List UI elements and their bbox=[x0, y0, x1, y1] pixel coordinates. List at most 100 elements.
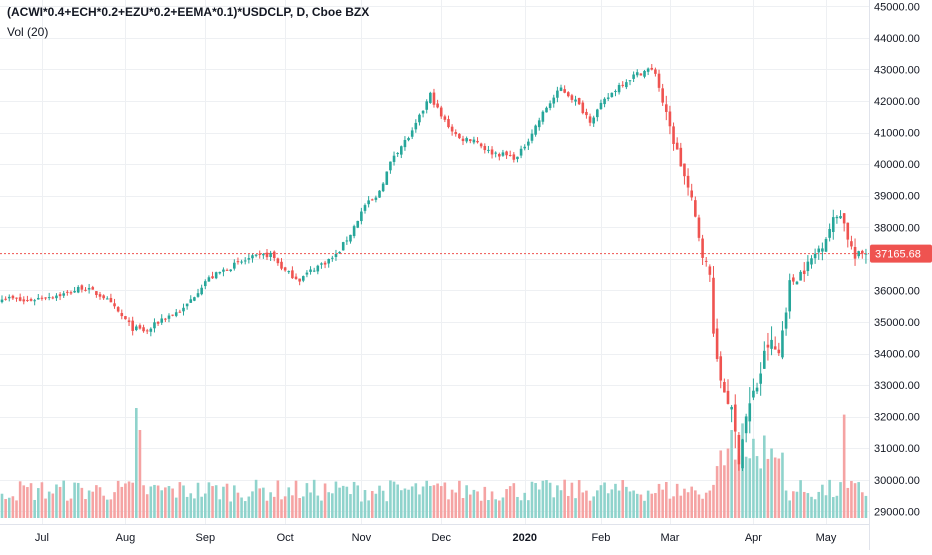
volume-bar bbox=[654, 493, 657, 518]
candle bbox=[501, 149, 505, 157]
candle bbox=[559, 84, 563, 92]
volume-bar bbox=[22, 485, 26, 518]
candle bbox=[352, 224, 356, 239]
candle bbox=[763, 341, 766, 369]
volume-bar bbox=[280, 499, 283, 518]
candle bbox=[744, 413, 748, 443]
candle bbox=[283, 266, 287, 272]
candle bbox=[76, 285, 80, 294]
candle bbox=[218, 271, 222, 275]
volume-bar bbox=[421, 486, 425, 518]
volume-bar bbox=[124, 483, 127, 518]
candle bbox=[160, 314, 164, 325]
volume-bar bbox=[559, 490, 563, 518]
candle bbox=[617, 82, 621, 95]
volume-bar bbox=[458, 480, 461, 518]
volume-bar bbox=[813, 499, 817, 518]
volume-bar bbox=[788, 500, 792, 518]
candle bbox=[262, 252, 265, 259]
volume-bar bbox=[472, 489, 476, 518]
volume-bar bbox=[617, 490, 621, 518]
y-tick-label: 39000.00 bbox=[874, 191, 920, 203]
candle bbox=[596, 108, 599, 122]
x-tick-label: Dec bbox=[431, 532, 451, 544]
volume-bar bbox=[243, 501, 247, 518]
volume-bar bbox=[363, 490, 367, 518]
candle bbox=[556, 86, 559, 103]
volume-bar bbox=[519, 500, 523, 518]
candle bbox=[566, 91, 570, 98]
volume-bar bbox=[247, 496, 251, 518]
candle bbox=[7, 294, 11, 302]
candle bbox=[777, 342, 781, 356]
volume-bar bbox=[842, 414, 846, 518]
candle bbox=[730, 405, 733, 423]
candle bbox=[748, 387, 752, 434]
volume-bar bbox=[138, 430, 142, 518]
volume-bar bbox=[603, 482, 606, 518]
candle bbox=[447, 115, 450, 129]
price-axis[interactable]: 29000.00 30000.00 31000.00 32000.00 33000.00… bbox=[874, 1, 920, 518]
candle bbox=[214, 271, 218, 280]
candle bbox=[450, 124, 454, 136]
candle bbox=[839, 210, 842, 219]
volume-bar bbox=[291, 495, 294, 518]
candle bbox=[298, 278, 301, 286]
volume-bar bbox=[349, 494, 352, 518]
volume-bar bbox=[320, 500, 323, 518]
volume-bar bbox=[352, 481, 356, 518]
volume-bar bbox=[360, 501, 363, 518]
time-axis[interactable]: Jul Aug Sep Oct Nov Dec 2020 Feb Mar Apr May bbox=[35, 532, 837, 544]
volume-bar bbox=[454, 492, 458, 518]
y-tick-label: 32000.00 bbox=[874, 412, 920, 424]
volume-bar bbox=[563, 479, 566, 518]
candle bbox=[378, 190, 381, 198]
candle bbox=[341, 241, 345, 251]
candle bbox=[26, 295, 29, 302]
candle bbox=[331, 255, 334, 262]
candle bbox=[381, 182, 385, 193]
candle bbox=[164, 317, 167, 323]
candle bbox=[73, 287, 76, 293]
volume-bar bbox=[47, 491, 51, 518]
volume-bar bbox=[236, 492, 240, 518]
volume-bar bbox=[76, 482, 80, 518]
volume-bar bbox=[621, 480, 625, 518]
volume-bar bbox=[298, 497, 301, 518]
candle bbox=[182, 303, 185, 316]
y-tick-label: 30000.00 bbox=[874, 475, 920, 487]
candle bbox=[138, 323, 142, 330]
volume-bar bbox=[370, 490, 374, 518]
candle bbox=[272, 250, 276, 262]
candle bbox=[301, 275, 305, 283]
volume-bar bbox=[429, 485, 432, 518]
volume-bar bbox=[294, 480, 298, 518]
volume-bar bbox=[51, 493, 55, 518]
volume-bar bbox=[276, 480, 280, 518]
candle bbox=[4, 296, 7, 301]
candle bbox=[312, 267, 316, 273]
candle bbox=[784, 307, 788, 336]
candle bbox=[737, 432, 741, 471]
candle bbox=[632, 71, 635, 83]
volume-bar bbox=[142, 485, 145, 518]
volume-bar bbox=[200, 496, 203, 518]
volume-bar bbox=[272, 496, 276, 518]
volume-bar bbox=[214, 485, 218, 518]
candle bbox=[548, 100, 552, 111]
candle bbox=[853, 238, 857, 266]
volume-bar bbox=[254, 479, 258, 518]
candle bbox=[225, 268, 229, 271]
volume-bar bbox=[548, 482, 552, 518]
candle bbox=[243, 257, 247, 265]
volume-bar bbox=[498, 500, 501, 518]
candle bbox=[327, 258, 330, 268]
volume-bar bbox=[381, 490, 385, 518]
volume-bar bbox=[817, 491, 821, 518]
volume-bar bbox=[262, 487, 265, 518]
candle bbox=[44, 297, 47, 301]
volume-bar bbox=[73, 482, 76, 518]
volume-bar bbox=[614, 483, 617, 518]
candle bbox=[240, 259, 243, 265]
